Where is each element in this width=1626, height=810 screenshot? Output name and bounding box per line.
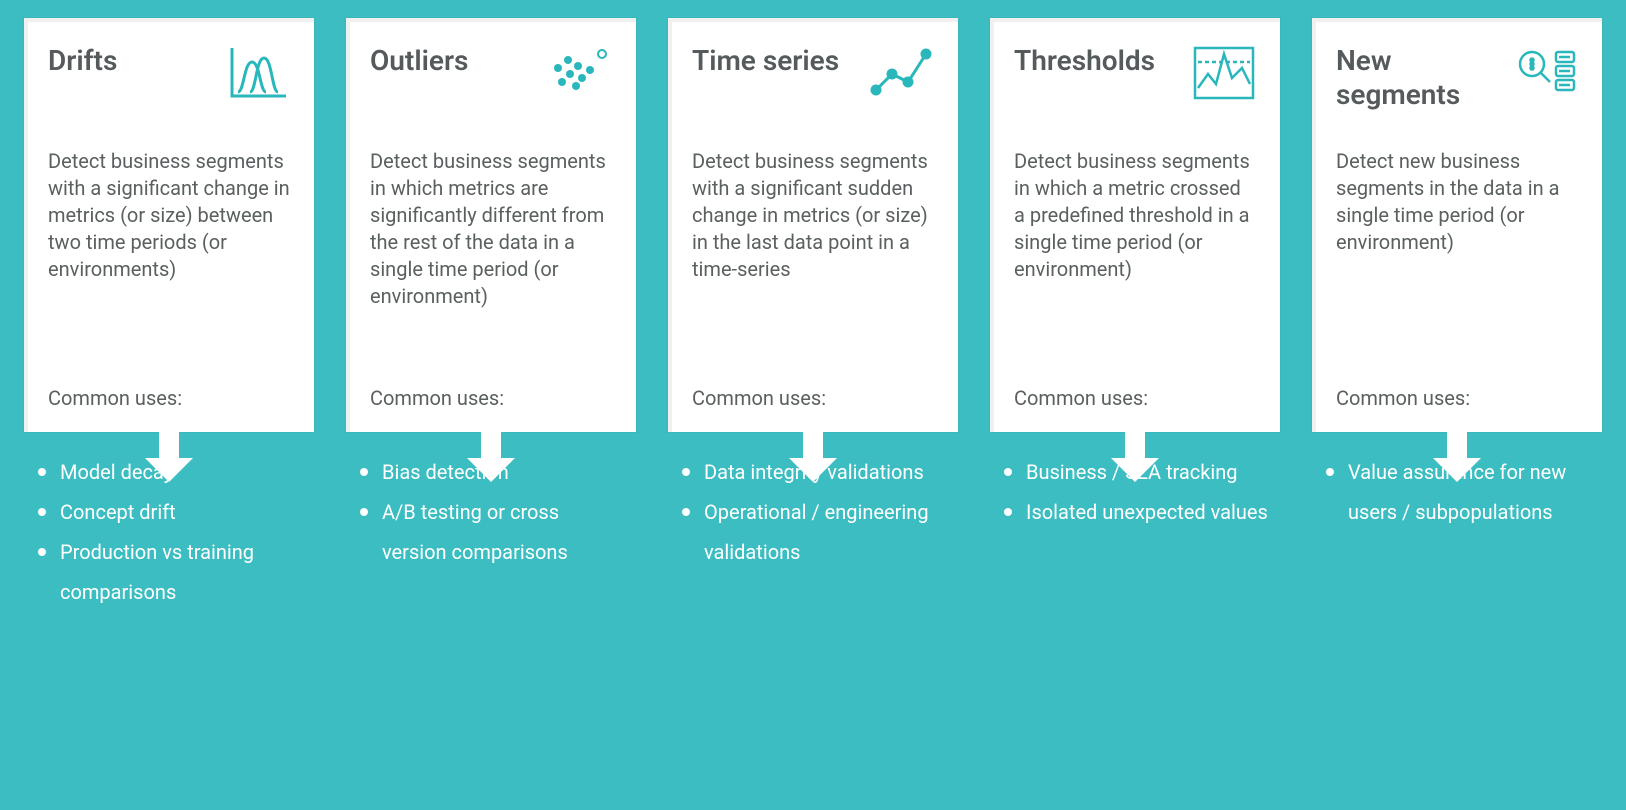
common-uses-label: Common uses: xyxy=(48,386,290,410)
uses-list: Bias detection A/B testing or cross vers… xyxy=(346,452,636,572)
common-uses-label: Common uses: xyxy=(692,386,934,410)
use-item: A/B testing or cross version comparisons xyxy=(354,492,626,572)
card-drifts: Drifts Detect business segments with a s… xyxy=(24,18,314,792)
use-item: Value assurance for new users / subpopul… xyxy=(1320,452,1592,532)
card-title: Time series xyxy=(692,44,839,78)
uses-list: Business / SLA tracking Isolated unexpec… xyxy=(990,452,1280,532)
common-uses-label: Common uses: xyxy=(370,386,612,410)
use-item: Model decay xyxy=(32,452,304,492)
card-new-segments: New segments xyxy=(1312,18,1602,792)
uses-list: Data integrity validations Operational /… xyxy=(668,452,958,572)
card-title: New segments xyxy=(1336,44,1514,111)
card-body: Drifts Detect business segments with a s… xyxy=(24,18,314,432)
card-body: New segments xyxy=(1312,18,1602,432)
card-title: Thresholds xyxy=(1014,44,1155,78)
search-list-icon xyxy=(1514,44,1578,102)
card-body: Thresholds Detect business segments in w… xyxy=(990,18,1280,432)
card-time-series: Time series Detect business segments wit… xyxy=(668,18,958,792)
use-item: Operational / engineering validations xyxy=(676,492,948,572)
uses-list: Model decay Concept drift Production vs … xyxy=(24,452,314,612)
threshold-chart-icon xyxy=(1192,44,1256,102)
distribution-curve-icon xyxy=(226,44,290,102)
scatter-points-icon xyxy=(548,44,612,102)
use-item: Business / SLA tracking xyxy=(998,452,1270,492)
card-description: Detect business segments in which metric… xyxy=(370,148,612,378)
card-title: Outliers xyxy=(370,44,468,78)
common-uses-label: Common uses: xyxy=(1336,386,1578,410)
card-description: Detect business segments in which a metr… xyxy=(1014,148,1256,378)
card-outliers: Outliers Detect business segments in whi… xyxy=(346,18,636,792)
use-item: Data integrity validations xyxy=(676,452,948,492)
use-item: Isolated unexpected values xyxy=(998,492,1270,532)
card-body: Time series Detect business segments wit… xyxy=(668,18,958,432)
card-thresholds: Thresholds Detect business segments in w… xyxy=(990,18,1280,792)
use-item: Production vs training comparisons xyxy=(32,532,304,612)
common-uses-label: Common uses: xyxy=(1014,386,1256,410)
card-description: Detect new business segments in the data… xyxy=(1336,148,1578,378)
card-body: Outliers Detect business segments in whi… xyxy=(346,18,636,432)
card-description: Detect business segments with a signific… xyxy=(692,148,934,378)
uses-list: Value assurance for new users / subpopul… xyxy=(1312,452,1602,532)
use-item: Concept drift xyxy=(32,492,304,532)
line-points-icon xyxy=(870,44,934,102)
card-title: Drifts xyxy=(48,44,117,78)
use-item: Bias detection xyxy=(354,452,626,492)
card-description: Detect business segments with a signific… xyxy=(48,148,290,378)
cards-row: Drifts Detect business segments with a s… xyxy=(24,18,1602,792)
